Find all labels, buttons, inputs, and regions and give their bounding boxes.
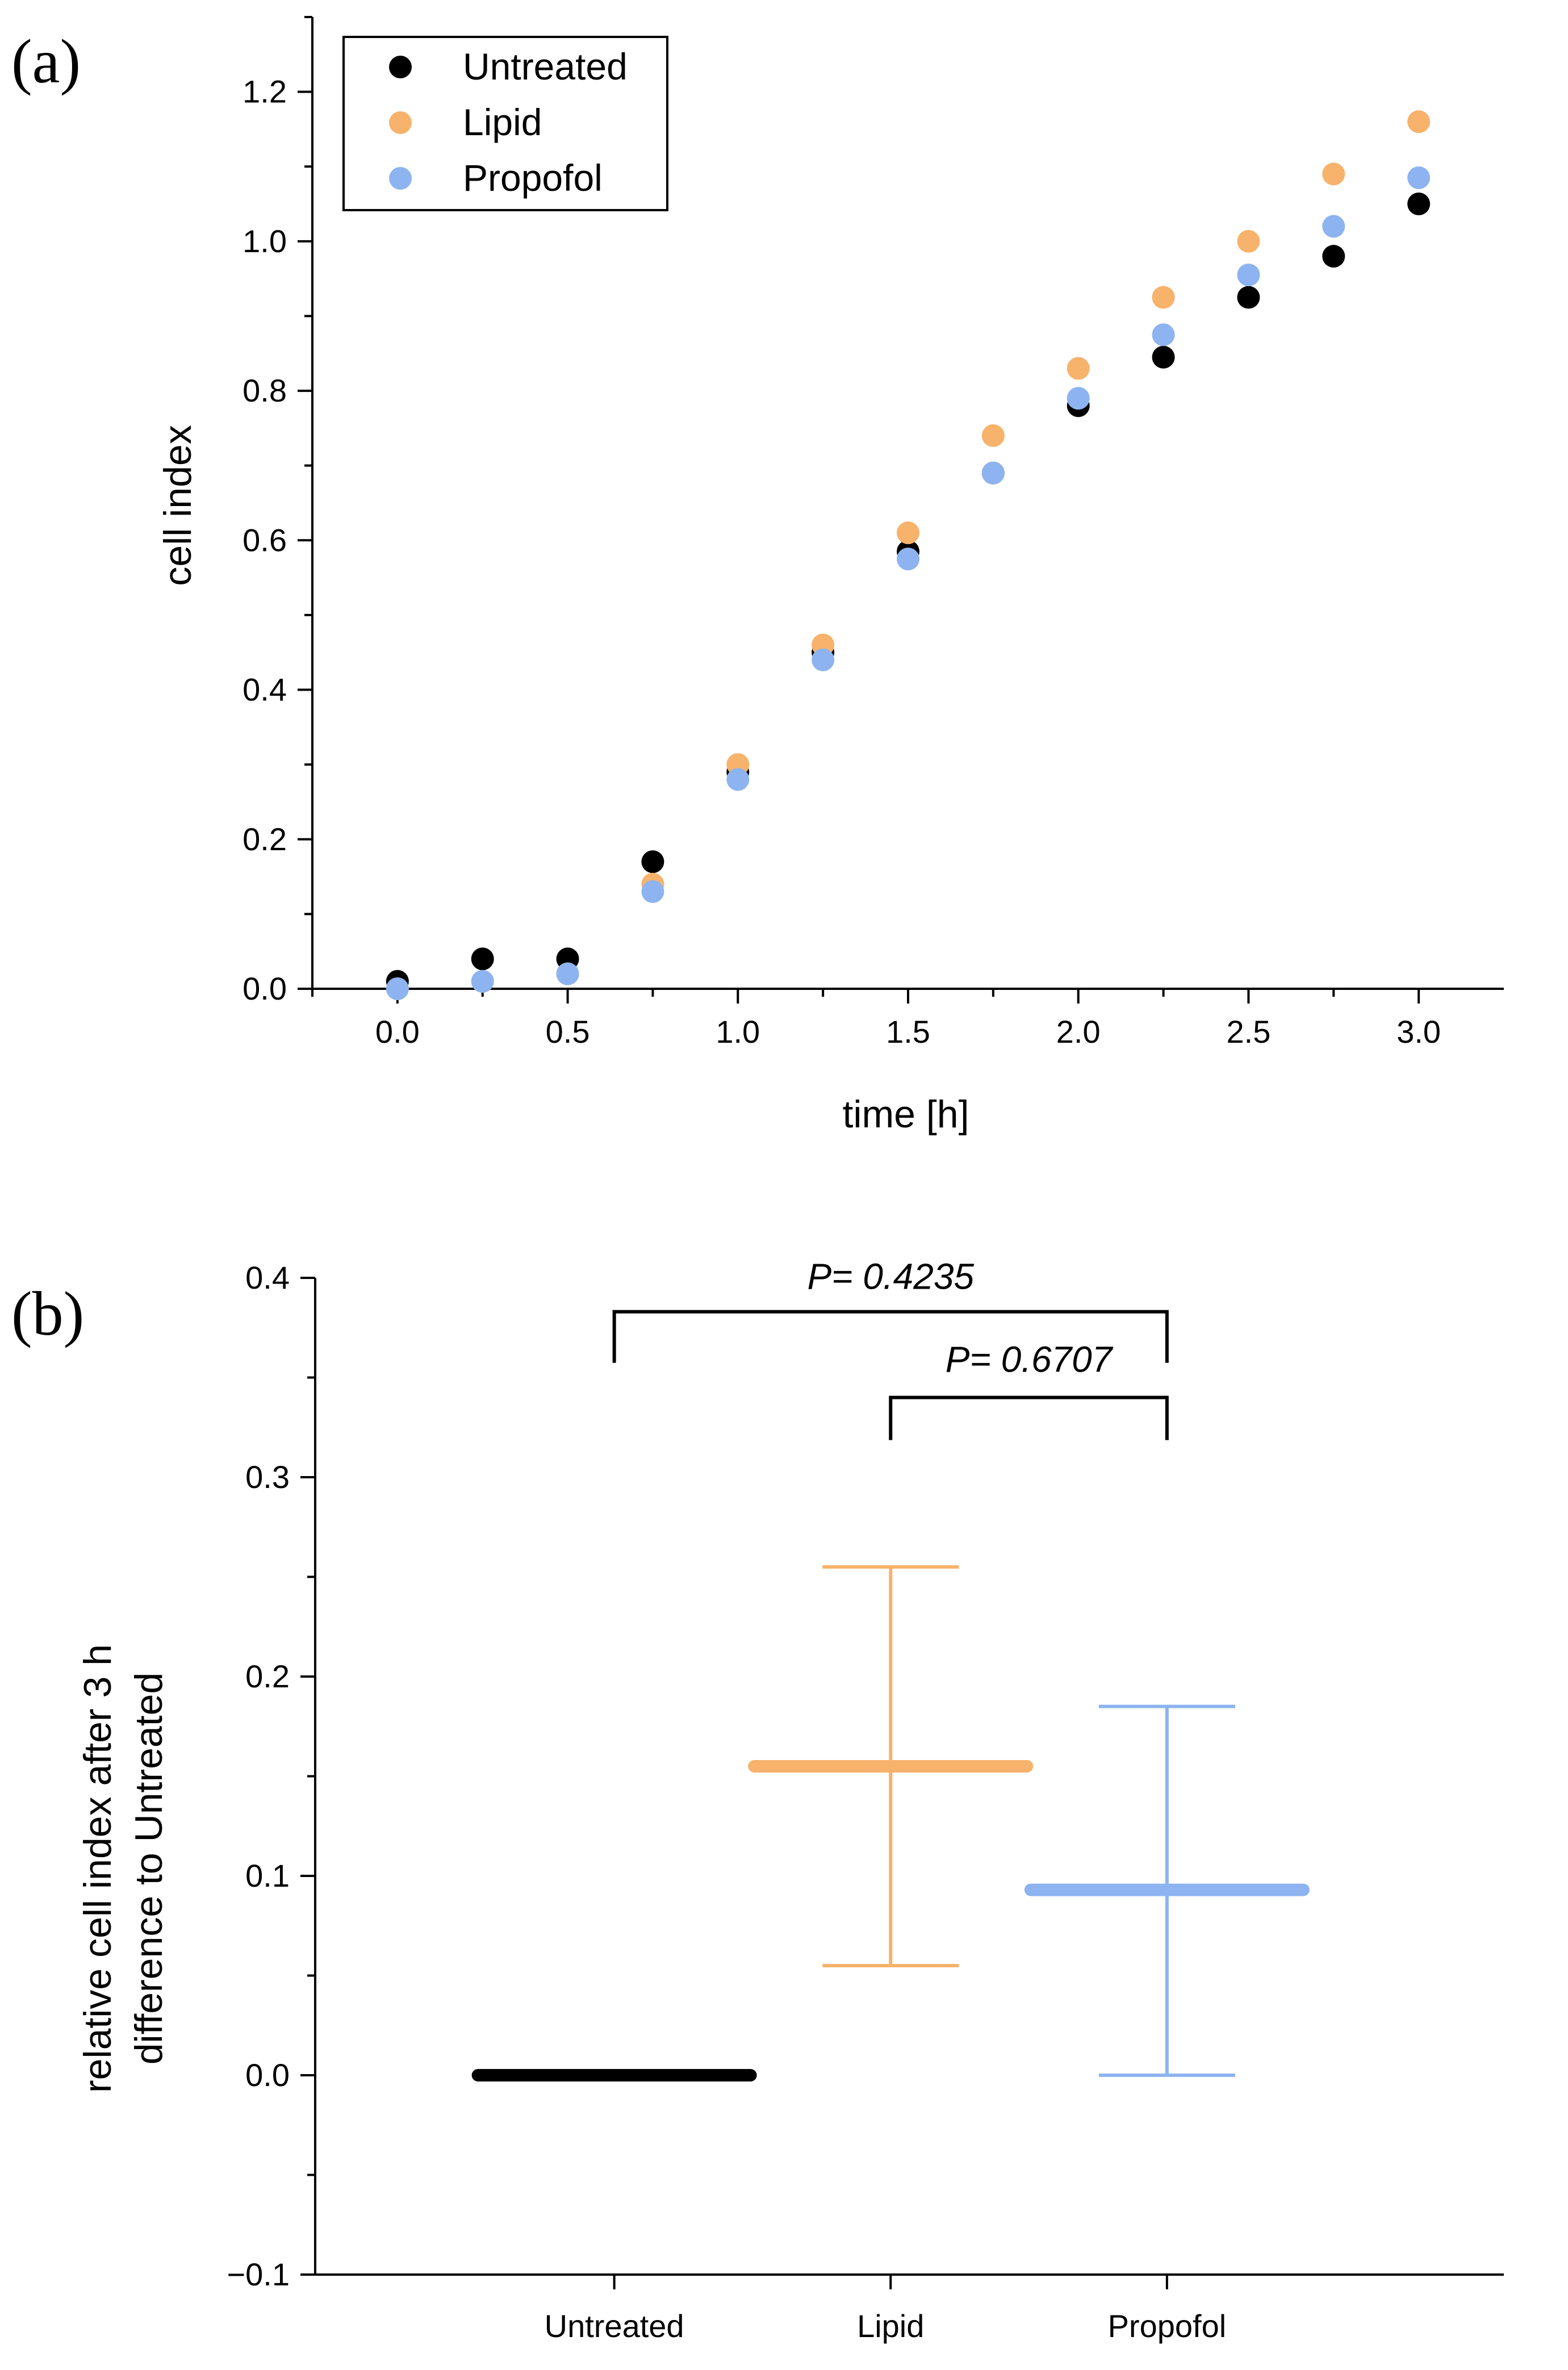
data-point-propofol (1322, 215, 1345, 238)
panel-b-x-tick-label: Lipid (857, 2308, 924, 2344)
data-point-propofol (1152, 323, 1175, 346)
panel-b-marks (471, 1565, 1310, 2081)
comparison-bracket: P= 0.6707 (889, 1339, 1169, 1440)
data-point-lipid (1322, 162, 1345, 186)
data-point-lipid (897, 521, 919, 545)
panel-b-x-tick-label: Untreated (545, 2308, 684, 2344)
panel-a-x-tick-label: 3.0 (1396, 1014, 1441, 1050)
data-point-lipid (1407, 110, 1431, 133)
panel-b: (b) −0.1 0.0 0.1 0.2 0.3 0.4 Untreated Lipid Pro… (11, 1256, 1504, 2344)
panel-a-y-tick-label: 0.8 (242, 373, 287, 408)
panel-a-x-tick-label: 1.5 (886, 1014, 930, 1050)
panel-a-y-tick-label: 0.2 (242, 821, 287, 857)
data-point-untreated (1407, 193, 1431, 216)
data-point-untreated (1237, 286, 1260, 309)
panel-b-label: (b) (11, 1279, 84, 1348)
data-point-propofol (1067, 387, 1090, 410)
panel-a-y-tick-label: 1.2 (242, 74, 287, 110)
data-point-untreated (1322, 245, 1345, 268)
panel-a-x-tick-label: 0.5 (546, 1014, 590, 1050)
panel-b-y-axis-title-line1: relative cell index after 3 h (76, 1644, 119, 2093)
panel-b-comparisons: P= 0.4235 P= 0.6707 (612, 1256, 1169, 1440)
group-lipid (748, 1565, 1034, 1967)
data-point-untreated (1152, 345, 1175, 369)
data-point-propofol (726, 768, 750, 791)
data-point-propofol (812, 648, 835, 671)
comparison-bracket: P= 0.4235 (612, 1256, 1169, 1363)
panel-b-y-tick-label: 0.4 (245, 1260, 290, 1295)
panel-b-y-tick-label: −0.1 (227, 2256, 290, 2292)
p-value-label: P= 0.4235 (807, 1256, 974, 1297)
panel-b-y-tick-label: 0.1 (245, 1858, 290, 1894)
bracket-line (612, 1310, 1169, 1363)
panel-a-x-tick-label: 1.0 (716, 1014, 760, 1050)
data-point-propofol (1237, 264, 1260, 287)
data-point-untreated (641, 850, 664, 873)
panel-a-label: (a) (11, 27, 81, 96)
legend-marker-untreated (389, 56, 412, 78)
data-point-propofol (981, 461, 1005, 484)
data-point-lipid (1237, 229, 1260, 253)
data-point-propofol (556, 962, 579, 985)
legend-marker-propofol (389, 167, 412, 190)
panel-a: (a) 0.0 0.5 1.0 1.5 2.0 2.5 3.0 0.0 0.2 0.4 0.6 0.8… (11, 16, 1504, 1136)
panel-a-x-tick-label: 0.0 (375, 1014, 420, 1050)
panel-a-axes: 0.0 0.5 1.0 1.5 2.0 2.5 3.0 0.0 0.2 0.4 0.6 0.8 1.0 1… (242, 16, 1504, 1050)
data-point-propofol (471, 969, 494, 993)
legend-label-untreated: Untreated (463, 45, 628, 87)
group-propofol (1024, 1704, 1310, 2077)
series-propofol (386, 166, 1431, 1000)
data-point-lipid (1152, 286, 1175, 309)
data-point-propofol (641, 880, 664, 903)
panel-a-marks (386, 110, 1431, 1000)
data-point-lipid (1067, 357, 1090, 380)
panel-a-x-tick-label: 2.5 (1226, 1014, 1270, 1050)
panel-a-y-axis-title: cell index (156, 425, 199, 586)
panel-a-y-tick-label: 0.4 (242, 672, 287, 708)
data-point-lipid (981, 424, 1005, 448)
panel-b-axes: −0.1 0.0 0.1 0.2 0.3 0.4 Untreated Lipid Propofo… (227, 1260, 1504, 2344)
panel-a-y-tick-label: 1.0 (242, 223, 287, 259)
panel-b-x-tick-label: Propofol (1108, 2308, 1227, 2344)
series-untreated (386, 193, 1431, 993)
panel-b-y-tick-label: 0.3 (245, 1459, 290, 1495)
panel-a-x-tick-label: 2.0 (1056, 1014, 1101, 1050)
legend-marker-lipid (389, 111, 412, 134)
panel-a-y-tick-label: 0.6 (242, 522, 287, 558)
p-value-label: P= 0.6707 (946, 1339, 1114, 1380)
legend-label-lipid: Lipid (463, 101, 542, 143)
panel-b-y-tick-label: 0.2 (245, 1658, 290, 1694)
data-point-propofol (1407, 166, 1431, 189)
panel-a-legend: Untreated Lipid Propofol (342, 36, 668, 211)
data-point-propofol (897, 547, 919, 571)
panel-b-y-tick-label: 0.0 (245, 2057, 290, 2093)
bracket-line (889, 1395, 1169, 1440)
panel-b-y-axis-title-line2: difference to Untreated (127, 1673, 170, 2065)
legend-label-propofol: Propofol (463, 157, 603, 199)
panel-a-y-tick-label: 0.0 (242, 971, 287, 1006)
data-point-untreated (471, 947, 494, 971)
panel-a-x-axis-title: time [h] (843, 1093, 969, 1136)
data-point-propofol (386, 977, 409, 1000)
